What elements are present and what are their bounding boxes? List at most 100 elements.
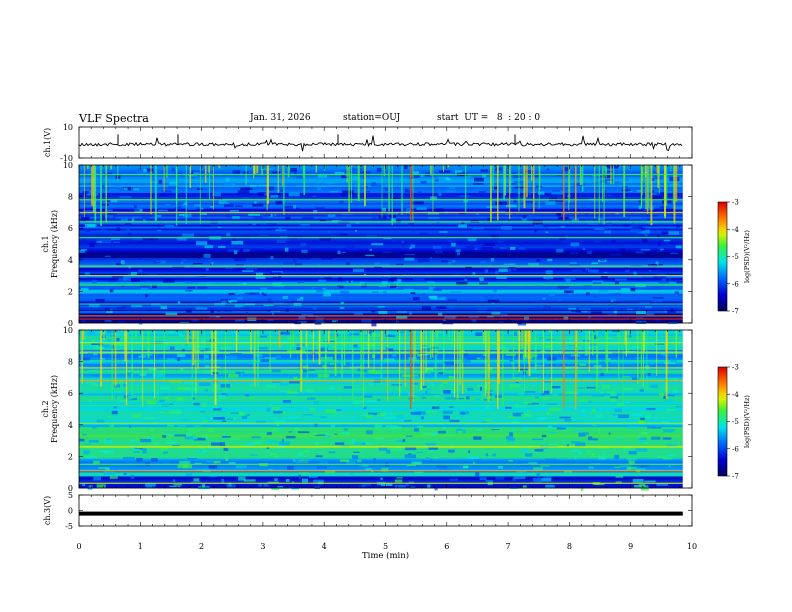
spectrogram-cell bbox=[232, 216, 240, 219]
spectrogram-cell bbox=[466, 396, 470, 400]
spectrogram-cell bbox=[351, 415, 356, 420]
sferic-streak bbox=[343, 330, 346, 366]
spectrogram-cell bbox=[381, 251, 392, 253]
sferic-streak bbox=[83, 165, 85, 218]
spectrogram-cell bbox=[610, 253, 623, 256]
spectrogram-band bbox=[79, 416, 683, 420]
spectrogram-cell bbox=[354, 331, 365, 333]
spectrogram-cell bbox=[662, 354, 674, 357]
sferic-streak bbox=[350, 165, 352, 203]
spectrogram-cell bbox=[224, 182, 235, 186]
spectrogram-cell bbox=[332, 232, 341, 236]
spectrogram-cell bbox=[412, 201, 424, 205]
spectrogram-band bbox=[79, 387, 683, 390]
spectrogram-cell bbox=[150, 428, 155, 432]
spectrogram-cell bbox=[93, 476, 101, 481]
spectrogram-cell bbox=[293, 259, 297, 263]
spectrogram-cell bbox=[501, 197, 512, 200]
spectrogram-cell bbox=[484, 294, 494, 298]
spectrogram-cell bbox=[404, 253, 416, 256]
spectrogram-cell bbox=[427, 388, 431, 390]
sferic-streak bbox=[391, 165, 393, 226]
spectrogram-cell bbox=[475, 397, 481, 401]
spectrogram-cell bbox=[636, 320, 647, 324]
sferic-streak bbox=[518, 165, 520, 212]
spectrogram-cell bbox=[410, 292, 416, 295]
spectrogram-cell bbox=[310, 473, 316, 476]
spectrogram-cell bbox=[162, 451, 168, 454]
spectrogram-cell bbox=[479, 282, 488, 285]
spectrogram-cell bbox=[246, 442, 254, 447]
spectrogram-cell bbox=[343, 428, 349, 431]
spectrogram-cell bbox=[475, 332, 483, 336]
colorbar-tick-label: -4 bbox=[732, 226, 739, 234]
spectrogram-cell bbox=[473, 177, 484, 182]
spectrogram-cell bbox=[450, 291, 462, 293]
sferic-streak bbox=[624, 330, 626, 345]
spectrogram-cell bbox=[422, 385, 427, 388]
spectrogram-cell bbox=[128, 424, 132, 428]
sferic-streak bbox=[518, 330, 520, 372]
spectrogram-cell bbox=[131, 471, 143, 473]
spectrogram-band bbox=[79, 317, 683, 320]
spectrogram-cell bbox=[298, 316, 306, 320]
spectrogram-cell bbox=[241, 372, 244, 376]
spectrogram-cell bbox=[643, 442, 648, 444]
spectrogram-cell bbox=[107, 211, 117, 216]
sferic-streak bbox=[186, 330, 189, 344]
spectrogram-cell bbox=[351, 333, 360, 335]
spectrogram-cell bbox=[591, 262, 599, 265]
spectrogram-cell bbox=[523, 200, 534, 203]
spectrogram-cell bbox=[194, 204, 201, 207]
spectrogram-cell bbox=[444, 315, 456, 319]
spectrogram-cell bbox=[378, 183, 390, 186]
spectrogram-cell bbox=[235, 465, 247, 469]
spectrogram-cell bbox=[325, 432, 328, 436]
spectrogram-cell bbox=[365, 468, 372, 471]
spectrogram-cell bbox=[568, 307, 577, 312]
spectrogram-cell bbox=[547, 443, 559, 446]
spectrogram-cell bbox=[673, 206, 683, 210]
spectrogram-cell bbox=[262, 358, 265, 362]
spectrogram-cell bbox=[330, 424, 336, 429]
spectrogram-cell bbox=[372, 333, 380, 337]
spectrogram-cell bbox=[629, 345, 640, 349]
spectrogram-cell bbox=[604, 271, 608, 273]
spectrogram-cell bbox=[462, 359, 471, 364]
spectrogram-cell bbox=[174, 206, 182, 209]
spectrogram-cell bbox=[589, 360, 602, 363]
spectrogram-cell bbox=[373, 266, 382, 270]
spectrogram-cell bbox=[545, 201, 556, 205]
spectrogram-band bbox=[79, 287, 683, 290]
spectrogram-cell bbox=[157, 226, 160, 231]
spectrogram-cell bbox=[313, 401, 319, 405]
spectrogram-cell bbox=[578, 400, 588, 402]
x-tick-label: 7 bbox=[506, 542, 511, 551]
spectrogram-band bbox=[79, 297, 683, 300]
spectrogram-cell bbox=[511, 420, 519, 425]
spectrogram-cell bbox=[304, 334, 316, 339]
sferic-event bbox=[497, 165, 499, 221]
spectrogram-cell bbox=[341, 193, 345, 197]
spectrogram-cell bbox=[205, 282, 212, 287]
spectrogram-cell bbox=[331, 387, 335, 390]
spectrogram-cell bbox=[199, 213, 207, 215]
spectrogram-cell bbox=[408, 481, 415, 484]
sferic-streak bbox=[508, 165, 511, 220]
spectrogram-cell bbox=[556, 174, 562, 177]
spectrogram-cell bbox=[169, 346, 175, 350]
spectrogram-cell bbox=[197, 344, 205, 348]
spectrogram-cell bbox=[622, 376, 630, 378]
spectrogram-cell bbox=[138, 168, 142, 171]
spectrogram-band bbox=[79, 307, 683, 310]
spectrogram-cell bbox=[162, 435, 167, 438]
spectrogram-cell bbox=[638, 199, 642, 203]
spectrogram-cell bbox=[440, 384, 444, 388]
spectrogram-cell bbox=[674, 291, 680, 295]
x-tick-label: 0 bbox=[76, 542, 81, 551]
spectrogram-cell bbox=[242, 270, 254, 272]
spectrogram-band bbox=[79, 456, 683, 459]
spectrogram-cell bbox=[272, 407, 280, 411]
spectrogram-cell bbox=[209, 476, 217, 478]
